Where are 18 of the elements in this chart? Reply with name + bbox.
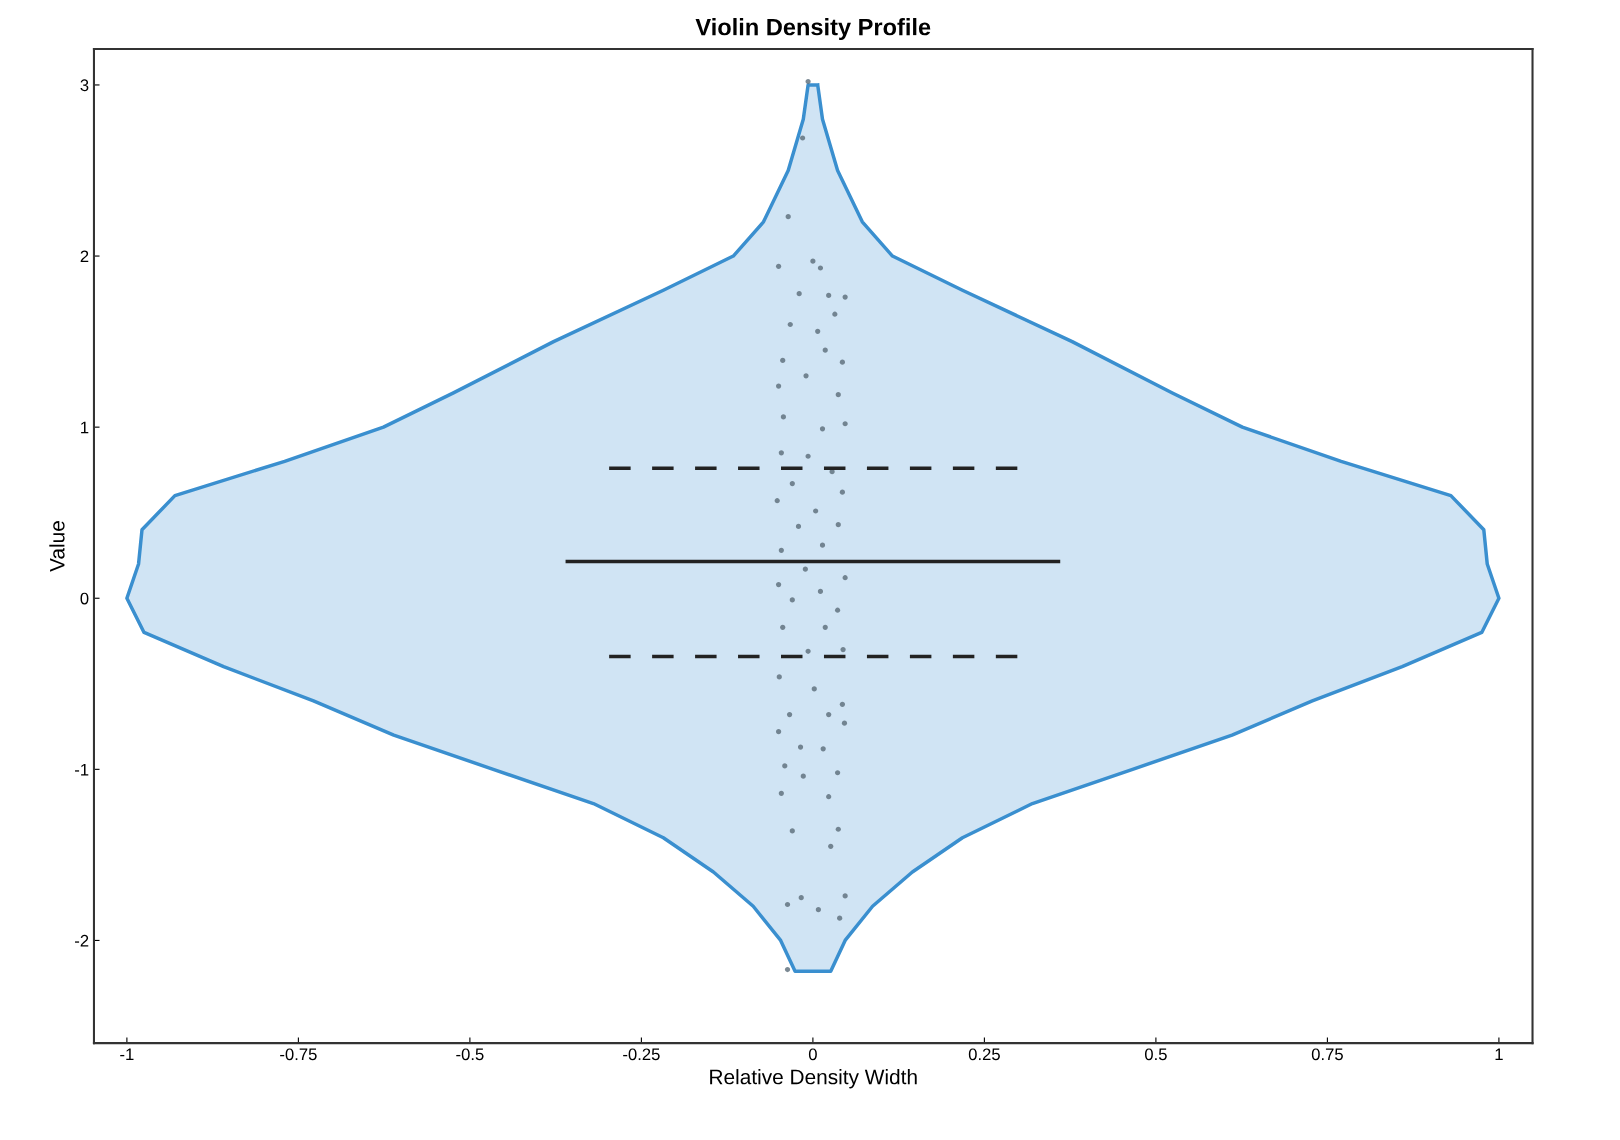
y-tick-label: 0 bbox=[80, 592, 89, 605]
x-tick-label: -1 bbox=[120, 1048, 134, 1061]
x-tick-label: 0 bbox=[808, 1048, 817, 1061]
x-tick-label: -0.25 bbox=[623, 1048, 660, 1061]
y-tick-label: 3 bbox=[80, 79, 89, 92]
y-tick-label: -1 bbox=[75, 763, 89, 776]
y-tick-label: -2 bbox=[75, 934, 89, 947]
x-axis-title: Relative Density Width bbox=[710, 1069, 917, 1089]
y-tick-label: 1 bbox=[81, 421, 89, 434]
x-tick-label: -0.75 bbox=[280, 1048, 317, 1061]
x-tick-label: -0.5 bbox=[456, 1048, 484, 1061]
chart-title: Violin Density Profile bbox=[695, 18, 931, 41]
y-axis-title: Value bbox=[49, 521, 65, 572]
y-tick-label: 2 bbox=[80, 250, 89, 263]
x-tick-label: 0.5 bbox=[1144, 1048, 1167, 1061]
x-tick-label: 1 bbox=[1495, 1048, 1503, 1061]
x-tick-label: 0.25 bbox=[968, 1048, 1000, 1061]
x-tick-label: 0.75 bbox=[1311, 1048, 1343, 1061]
